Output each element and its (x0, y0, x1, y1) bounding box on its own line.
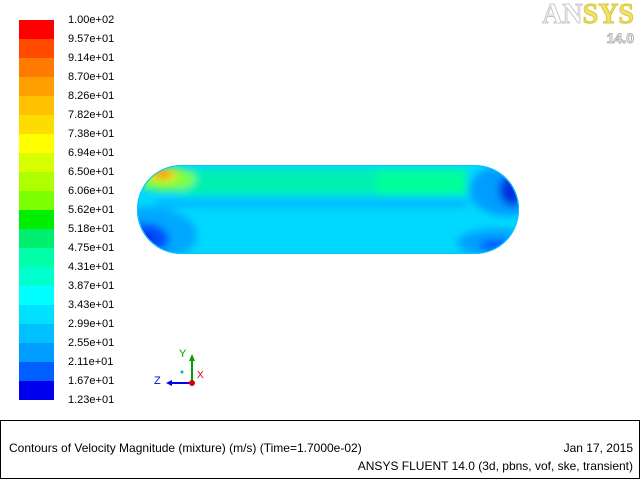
colorbar-tick-label: 4.75e+01 (68, 242, 115, 254)
colorbar-band (19, 58, 54, 77)
colorbar-tick-label: 9.14e+01 (68, 52, 115, 64)
colorbar-tick-label: 6.50e+01 (68, 166, 115, 178)
colorbar-band (19, 20, 54, 39)
logo-brand: ANSYS (542, 0, 635, 30)
axes-triad: Y Z X (154, 348, 204, 387)
colorbar-tick-label: 3.87e+01 (68, 280, 115, 292)
colorbar-tick-label: 4.31e+01 (68, 261, 115, 273)
colorbar-band (19, 267, 54, 286)
colorbar-tick-label: 1.00e+02 (68, 14, 115, 26)
colorbar-tick-label: 3.43e+01 (68, 299, 115, 311)
logo-version: 14.0 (606, 30, 634, 47)
colorbar (19, 20, 54, 400)
colorbar-tick-label: 2.99e+01 (68, 318, 115, 330)
colorbar-tick-label: 6.06e+01 (68, 185, 115, 197)
colorbar-band (19, 191, 54, 210)
colorbar-tick-label: 9.57e+01 (68, 33, 115, 45)
colorbar-tick-label: 7.38e+01 (68, 128, 115, 140)
colorbar-band (19, 77, 54, 96)
ansys-logo: ANSYS 14.0 (542, 0, 635, 47)
colorbar-band (19, 324, 54, 343)
plot-date: Jan 17, 2015 (563, 441, 633, 455)
colorbar-band (19, 39, 54, 58)
axis-z-label: Z (154, 375, 161, 387)
contour-plot (137, 165, 519, 254)
solver-info: ANSYS FLUENT 14.0 (3d, pbns, vof, ske, t… (357, 459, 633, 473)
colorbar-tick-label: 8.70e+01 (68, 71, 115, 83)
colorbar-band (19, 210, 54, 229)
plot-title: Contours of Velocity Magnitude (mixture)… (9, 441, 362, 455)
colorbar-band (19, 172, 54, 191)
colorbar-band (19, 134, 54, 153)
logo-brand-sys: SYS (582, 0, 634, 30)
colorbar-tick-label: 1.23e+01 (68, 394, 115, 406)
colorbar-band (19, 343, 54, 362)
colorbar-band (19, 305, 54, 324)
colorbar-tick-label: 5.18e+01 (68, 223, 115, 235)
colorbar-band (19, 115, 54, 134)
colorbar-band (19, 248, 54, 267)
colorbar-tick-label: 6.94e+01 (68, 147, 115, 159)
colorbar-band (19, 362, 54, 381)
colorbar-band (19, 286, 54, 305)
colorbar-band (19, 381, 54, 400)
colorbar-band (19, 96, 54, 115)
axis-y-label: Y (179, 348, 187, 360)
colorbar-tick-label: 8.26e+01 (68, 90, 115, 102)
colorbar-band (19, 229, 54, 248)
colorbar-tick-label: 5.62e+01 (68, 204, 115, 216)
axis-x-label: X (197, 370, 204, 381)
colorbar-tick-label: 2.11e+01 (68, 356, 114, 368)
colorbar-tick-label: 2.55e+01 (68, 337, 115, 349)
logo-brand-an: AN (542, 0, 583, 30)
colorbar-tick-label: 1.67e+01 (68, 375, 115, 387)
footer-panel: Contours of Velocity Magnitude (mixture)… (0, 420, 640, 479)
colorbar-tick-label: 7.82e+01 (68, 109, 115, 121)
colorbar-band (19, 153, 54, 172)
